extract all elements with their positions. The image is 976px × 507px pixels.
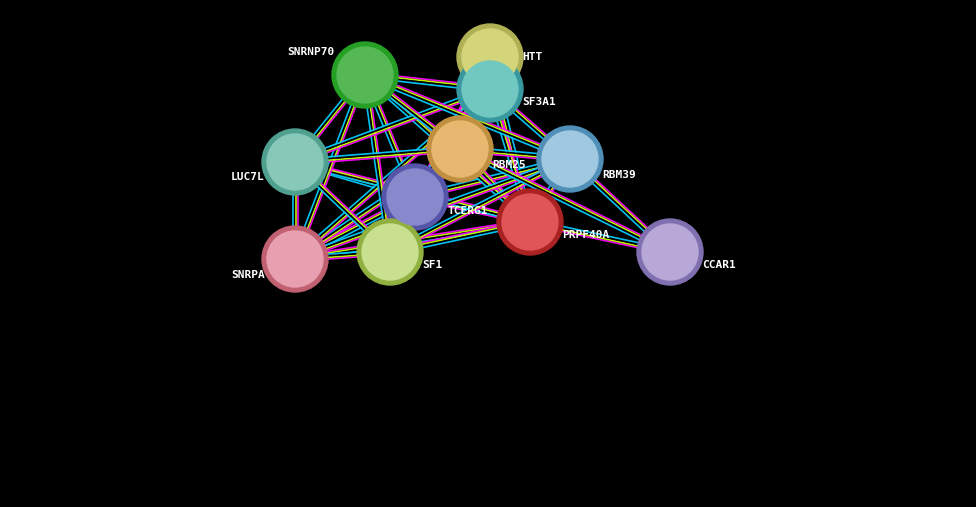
- Text: SF3A1: SF3A1: [522, 97, 555, 107]
- Text: RBM39: RBM39: [602, 170, 635, 180]
- Circle shape: [637, 219, 703, 285]
- Text: SNRNP70: SNRNP70: [288, 47, 335, 57]
- Circle shape: [457, 56, 523, 122]
- Circle shape: [337, 47, 393, 103]
- Circle shape: [457, 24, 523, 90]
- Circle shape: [427, 116, 493, 182]
- Text: RBM25: RBM25: [492, 160, 526, 170]
- Text: SF1: SF1: [422, 260, 442, 270]
- Circle shape: [462, 29, 518, 85]
- Circle shape: [267, 231, 323, 287]
- Text: TCERG1: TCERG1: [447, 206, 487, 216]
- Circle shape: [462, 61, 518, 117]
- Circle shape: [262, 226, 328, 292]
- Circle shape: [362, 224, 418, 280]
- Circle shape: [537, 126, 603, 192]
- Circle shape: [497, 189, 563, 255]
- Circle shape: [332, 42, 398, 108]
- Text: LUC7L: LUC7L: [231, 172, 265, 182]
- Circle shape: [357, 219, 423, 285]
- Text: CCAR1: CCAR1: [702, 260, 736, 270]
- Circle shape: [502, 194, 558, 250]
- Circle shape: [262, 129, 328, 195]
- Text: SNRPA: SNRPA: [231, 270, 265, 280]
- Circle shape: [387, 169, 443, 225]
- Circle shape: [382, 164, 448, 230]
- Text: HTT: HTT: [522, 52, 543, 62]
- Circle shape: [267, 134, 323, 190]
- Circle shape: [542, 131, 598, 187]
- Circle shape: [642, 224, 698, 280]
- Text: PRPF40A: PRPF40A: [562, 230, 609, 240]
- Circle shape: [432, 121, 488, 177]
